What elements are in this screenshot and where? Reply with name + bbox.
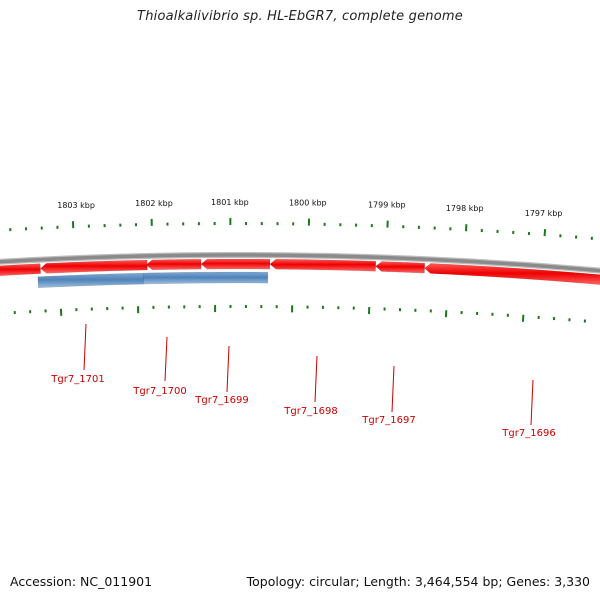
gene-arrow-tgr7-1701 — [37, 272, 144, 289]
gene-label[interactable]: Tgr7_1698 — [283, 406, 337, 417]
backbone-line — [0, 253, 600, 273]
tick-label: 1801 kbp — [211, 198, 249, 207]
gene-arrow-tgr7-1698 — [200, 258, 271, 270]
gene-arrow-tgr7-1696 — [424, 263, 600, 285]
gene-label[interactable]: Tgr7_1701 — [50, 374, 104, 385]
tick-label: 1803 kbp — [57, 201, 95, 210]
scale-ticks-outer — [9, 218, 593, 240]
tick-label: 1800 kbp — [289, 199, 327, 208]
tick-label: 1802 kbp — [135, 199, 173, 208]
gene-leader-line — [530, 379, 534, 426]
accession-text: Accession: NC_011901 — [10, 574, 153, 589]
gene-label[interactable]: Tgr7_1696 — [501, 428, 555, 439]
genome-summary-text: Topology: circular; Length: 3,464,554 bp… — [246, 574, 590, 589]
gene-arrow-tgr7-1697a — [269, 258, 377, 272]
gene-leader-line — [391, 365, 395, 413]
gene-arrow-unlabeled — [0, 263, 41, 277]
gene-leader-line — [164, 336, 168, 382]
genome-title: Thioalkalivibrio sp. HL-EbGR7, complete … — [137, 9, 463, 24]
scale-tick-labels: 1803 kbp 1802 kbp 1801 kbp 1800 kbp 1799 kbp… — [57, 198, 562, 218]
gene-labels: Tgr7_1701 Tgr7_1700 Tgr7_1699 Tgr7_1698 Tgr7… — [50, 323, 556, 439]
gene-arrow-unlabeled-2 — [39, 259, 148, 274]
gene-leader-line — [83, 323, 87, 371]
tick-label: 1797 kbp — [525, 209, 563, 218]
gene-leader-line — [314, 355, 318, 403]
gene-arrow-tgr7-1700 — [143, 271, 269, 285]
tick-label: 1798 kbp — [446, 204, 484, 213]
scale-ticks-inner — [13, 305, 587, 323]
genome-backbone — [0, 251, 600, 274]
gene-arrow-tgr7-1697 — [375, 261, 426, 274]
gene-label[interactable]: Tgr7_1697 — [361, 415, 415, 426]
gene-features — [0, 258, 600, 289]
gene-arrow-tgr7-1699 — [145, 258, 202, 271]
tick-label: 1799 kbp — [368, 201, 406, 210]
major-tick — [543, 229, 547, 237]
gene-label[interactable]: Tgr7_1699 — [194, 395, 248, 406]
gene-label[interactable]: Tgr7_1700 — [132, 386, 186, 397]
gene-leader-line — [226, 345, 230, 393]
